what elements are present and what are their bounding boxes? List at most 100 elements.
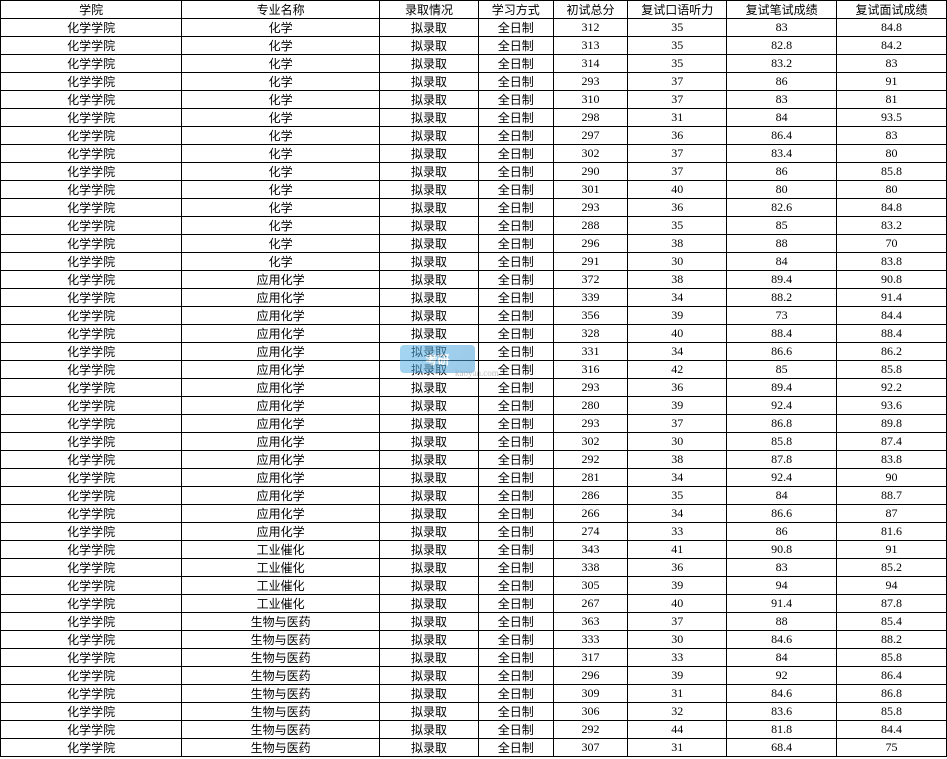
cell-major: 化学 [182,181,380,199]
cell-college: 化学学院 [1,667,182,685]
cell-oral-score: 40 [628,325,727,343]
cell-written-score: 84 [727,109,837,127]
cell-interview-score: 83.8 [837,253,947,271]
cell-written-score: 84.6 [727,685,837,703]
cell-status: 拟录取 [380,55,479,73]
cell-interview-score: 83.8 [837,451,947,469]
cell-initial-score: 286 [553,487,628,505]
cell-oral-score: 30 [628,631,727,649]
cell-written-score: 84 [727,649,837,667]
cell-interview-score: 87.8 [837,595,947,613]
cell-major: 生物与医药 [182,649,380,667]
cell-college: 化学学院 [1,559,182,577]
table-row: 化学学院应用化学拟录取全日制2933689.492.2 [1,379,947,397]
cell-initial-score: 302 [553,145,628,163]
cell-major: 生物与医药 [182,739,380,757]
cell-college: 化学学院 [1,415,182,433]
cell-college: 化学学院 [1,163,182,181]
cell-major: 应用化学 [182,307,380,325]
table-row: 化学学院化学拟录取全日制298318493.5 [1,109,947,127]
cell-initial-score: 296 [553,667,628,685]
cell-major: 应用化学 [182,523,380,541]
cell-written-score: 86.6 [727,505,837,523]
header-row: 学院 专业名称 录取情况 学习方式 初试总分 复试口语听力 复试笔试成绩 复试面… [1,1,947,19]
cell-college: 化学学院 [1,19,182,37]
cell-oral-score: 35 [628,55,727,73]
cell-major: 生物与医药 [182,613,380,631]
cell-major: 化学 [182,91,380,109]
cell-interview-score: 80 [837,145,947,163]
cell-college: 化学学院 [1,271,182,289]
cell-oral-score: 35 [628,217,727,235]
cell-interview-score: 81 [837,91,947,109]
watermark-text: 考研 [425,351,449,368]
cell-initial-score: 343 [553,541,628,559]
cell-mode: 全日制 [478,541,553,559]
cell-oral-score: 40 [628,595,727,613]
table-row: 化学学院应用化学拟录取全日制3284088.488.4 [1,325,947,343]
cell-written-score: 85 [727,361,837,379]
table-row: 化学学院化学拟录取全日制291308483.8 [1,253,947,271]
table-row: 化学学院应用化学拟录取全日制2663486.687 [1,505,947,523]
cell-oral-score: 31 [628,109,727,127]
cell-initial-score: 293 [553,379,628,397]
cell-college: 化学学院 [1,523,182,541]
cell-status: 拟录取 [380,433,479,451]
cell-initial-score: 333 [553,631,628,649]
table-row: 化学学院化学拟录取全日制3023783.480 [1,145,947,163]
cell-status: 拟录取 [380,163,479,181]
cell-major: 应用化学 [182,433,380,451]
cell-written-score: 90.8 [727,541,837,559]
cell-major: 化学 [182,73,380,91]
cell-oral-score: 38 [628,235,727,253]
table-row: 化学学院应用化学拟录取全日制2803992.493.6 [1,397,947,415]
cell-oral-score: 38 [628,271,727,289]
cell-written-score: 88 [727,613,837,631]
cell-interview-score: 85.8 [837,649,947,667]
cell-initial-score: 310 [553,91,628,109]
table-row: 化学学院应用化学拟录取全日制2933786.889.8 [1,415,947,433]
cell-mode: 全日制 [478,289,553,307]
cell-major: 应用化学 [182,379,380,397]
cell-written-score: 85 [727,217,837,235]
cell-written-score: 84.6 [727,631,837,649]
header-major: 专业名称 [182,1,380,19]
cell-interview-score: 85.8 [837,361,947,379]
cell-mode: 全日制 [478,325,553,343]
cell-major: 生物与医药 [182,721,380,739]
table-row: 化学学院应用化学拟录取全日制2923887.883.8 [1,451,947,469]
cell-college: 化学学院 [1,145,182,163]
cell-initial-score: 339 [553,289,628,307]
cell-written-score: 87.8 [727,451,837,469]
cell-initial-score: 372 [553,271,628,289]
cell-status: 拟录取 [380,37,479,55]
table-row: 化学学院化学拟录取全日制290378685.8 [1,163,947,181]
cell-initial-score: 313 [553,37,628,55]
cell-interview-score: 87.4 [837,433,947,451]
cell-written-score: 85.8 [727,433,837,451]
cell-major: 应用化学 [182,469,380,487]
table-row: 化学学院应用化学拟录取全日制3723889.490.8 [1,271,947,289]
cell-oral-score: 37 [628,91,727,109]
cell-interview-score: 94 [837,577,947,595]
cell-initial-score: 301 [553,181,628,199]
cell-interview-score: 84.4 [837,307,947,325]
cell-initial-score: 363 [553,613,628,631]
cell-status: 拟录取 [380,559,479,577]
cell-status: 拟录取 [380,739,479,757]
cell-college: 化学学院 [1,73,182,91]
table-row: 化学学院应用化学拟录取全日制3023085.887.4 [1,433,947,451]
cell-mode: 全日制 [478,379,553,397]
cell-mode: 全日制 [478,109,553,127]
cell-status: 拟录取 [380,307,479,325]
cell-major: 化学 [182,127,380,145]
cell-mode: 全日制 [478,487,553,505]
cell-status: 拟录取 [380,505,479,523]
cell-interview-score: 84.4 [837,721,947,739]
cell-college: 化学学院 [1,289,182,307]
table-row: 化学学院生物与医药拟录取全日制3063283.685.8 [1,703,947,721]
cell-interview-score: 90 [837,469,947,487]
cell-written-score: 86 [727,163,837,181]
cell-interview-score: 85.2 [837,559,947,577]
cell-interview-score: 81.6 [837,523,947,541]
